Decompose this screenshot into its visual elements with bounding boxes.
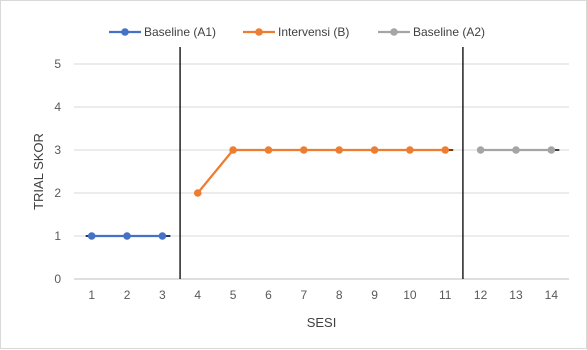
data-point bbox=[229, 146, 237, 154]
phase-lines-layer bbox=[179, 47, 464, 279]
data-point bbox=[370, 146, 379, 154]
x-tick-label: 3 bbox=[159, 288, 166, 302]
legend-swatch-marker bbox=[121, 28, 129, 36]
x-tick-label: 10 bbox=[403, 288, 417, 302]
y-tick-label: 0 bbox=[54, 272, 61, 286]
y-axis-title: TRIAL SKOR bbox=[31, 133, 46, 210]
data-point bbox=[512, 146, 520, 154]
series-layer bbox=[87, 146, 556, 240]
x-tick-label: 5 bbox=[230, 288, 237, 302]
data-point bbox=[193, 189, 202, 197]
x-tick-label: 1 bbox=[88, 288, 95, 302]
x-tick-label: 13 bbox=[509, 288, 523, 302]
data-point bbox=[300, 146, 308, 154]
data-point bbox=[264, 146, 273, 154]
legend-label: Intervensi (B) bbox=[278, 25, 349, 39]
data-point bbox=[476, 146, 485, 154]
x-tick-label: 14 bbox=[545, 288, 559, 302]
data-point bbox=[123, 232, 131, 240]
y-tick-label: 2 bbox=[54, 186, 61, 200]
x-tick-label: 4 bbox=[194, 288, 201, 302]
y-tick-label: 3 bbox=[54, 143, 61, 157]
legend-swatch-marker bbox=[255, 28, 263, 36]
legend-label: Baseline (A2) bbox=[413, 25, 485, 39]
y-tick-label: 5 bbox=[54, 57, 61, 71]
x-tick-label: 2 bbox=[124, 288, 131, 302]
x-tick-label: 6 bbox=[265, 288, 272, 302]
legend-label: Baseline (A1) bbox=[144, 25, 216, 39]
data-point bbox=[406, 146, 414, 154]
series-line bbox=[196, 148, 446, 194]
x-tick-label: 12 bbox=[474, 288, 488, 302]
data-point bbox=[158, 232, 167, 240]
data-point bbox=[441, 146, 450, 154]
data-point bbox=[547, 146, 556, 154]
y-tick-label: 1 bbox=[54, 229, 61, 243]
data-point bbox=[87, 232, 96, 240]
x-tick-label: 9 bbox=[371, 288, 378, 302]
y-tick-label: 4 bbox=[54, 100, 61, 114]
data-point bbox=[335, 146, 343, 154]
x-tick-label: 7 bbox=[300, 288, 307, 302]
legend-swatch-marker bbox=[390, 28, 398, 36]
x-tick-label: 8 bbox=[336, 288, 343, 302]
legend: Baseline (A1) Intervensi (B) Baseline (A2) bbox=[109, 25, 485, 39]
x-tick-label: 11 bbox=[439, 288, 452, 302]
grid-layer bbox=[74, 63, 569, 280]
x-axis-title: SESI bbox=[307, 315, 337, 330]
